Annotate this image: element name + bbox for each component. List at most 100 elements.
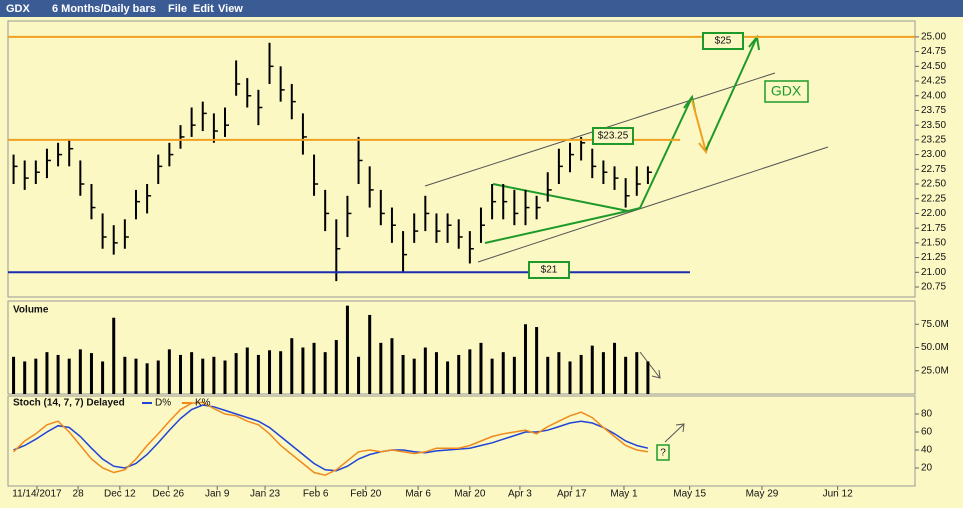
volume-arrow (639, 351, 661, 379)
volume-bar (646, 361, 650, 394)
y-tick-label: 24.50 (921, 61, 946, 72)
y-tick-label: 40 (921, 445, 933, 456)
y-tick-label: 21.00 (921, 267, 946, 278)
volume-bar (457, 354, 461, 394)
x-tick-label: May 15 (673, 489, 706, 500)
menu[interactable]: Edit (193, 3, 214, 15)
x-tick-label: Dec 12 (104, 489, 136, 500)
volume-bar (490, 358, 494, 394)
annotation-box (656, 444, 670, 461)
volume-bar (568, 361, 572, 394)
volume-bar (78, 349, 82, 394)
volume-bar (368, 314, 372, 394)
volume-bar (345, 305, 349, 394)
volume-bar (201, 358, 205, 394)
x-tick-label: 28 (73, 489, 85, 500)
symbol[interactable]: GDX (6, 3, 31, 15)
arrow-head (651, 369, 661, 379)
y-tick-label: 22.00 (921, 208, 946, 219)
annotation: ? (660, 448, 666, 459)
x-tick-label: May 1 (610, 489, 638, 500)
volume-bar (123, 356, 127, 394)
menu[interactable]: File (168, 3, 187, 15)
x-tick-label: Feb 20 (350, 489, 382, 500)
y-tick-label: 20.75 (921, 282, 946, 293)
level-label: $23.25 (598, 131, 629, 142)
y-tick-label: 22.50 (921, 179, 946, 190)
volume-bar (535, 327, 539, 394)
y-tick-label: 20 (921, 463, 933, 474)
volume-bar (301, 347, 305, 394)
volume-bar (23, 361, 27, 394)
level-label-box (528, 261, 570, 279)
volume-bar (312, 342, 316, 394)
volume-bar (446, 361, 450, 394)
annotation: GDX (771, 83, 802, 99)
y-tick-label: 25.00 (921, 32, 946, 43)
y-tick-label: 23.50 (921, 120, 946, 131)
volume-bar (546, 356, 550, 394)
arrow-up (705, 36, 758, 151)
stoch-line (13, 404, 649, 472)
volume-bar (323, 352, 327, 394)
toolbar-bg (0, 0, 963, 17)
volume-bar (357, 356, 361, 394)
volume-bar (557, 352, 561, 394)
y-tick-label: 23.75 (921, 105, 946, 116)
x-tick-label: Dec 26 (152, 489, 184, 500)
toolbar: GDX 6 Months/Daily bars File Edit View (0, 0, 963, 17)
period[interactable]: 6 Months/Daily bars (52, 3, 156, 15)
volume-bar (145, 363, 149, 394)
x-tick-label: Jan 9 (205, 489, 230, 500)
y-tick-label: 21.50 (921, 237, 946, 248)
arrow-head (675, 423, 685, 433)
y-tick-label: 80 (921, 409, 933, 420)
stoch-frame (7, 395, 916, 487)
panel-title: Volume (13, 305, 49, 316)
x-tick-label: 11/14/2017 (12, 489, 62, 500)
volume-bar (434, 352, 438, 394)
y-tick-label: 25.0M (921, 365, 949, 376)
y-tick-label: 23.00 (921, 149, 946, 160)
volume-bar (245, 347, 249, 394)
y-tick-label: 24.00 (921, 90, 946, 101)
y-tick-label: 22.75 (921, 164, 946, 175)
price-frame (7, 20, 916, 298)
level-label-box (702, 32, 744, 50)
arrow-up (627, 96, 693, 212)
x-tick-label: Apr 3 (508, 489, 532, 500)
volume-bar (67, 358, 71, 394)
volume-bar (401, 354, 405, 394)
y-tick-label: 24.75 (921, 46, 946, 57)
volume-bar (290, 338, 294, 394)
y-tick-label: 23.25 (921, 135, 946, 146)
volume-bar (279, 351, 283, 394)
volume-bar (256, 354, 260, 394)
stoch-line (13, 401, 649, 476)
volume-bar (101, 361, 105, 394)
volume-bar (234, 353, 238, 394)
x-tick-label: Mar 6 (405, 489, 431, 500)
y-tick-label: 50.0M (921, 342, 949, 353)
level-label: $21 (541, 265, 558, 276)
y-tick-label: 22.25 (921, 193, 946, 204)
volume-bar (178, 354, 182, 394)
triangle-top (492, 183, 629, 212)
volume-bar (479, 342, 483, 394)
y-tick-label: 75.0M (921, 319, 949, 330)
x-tick-label: May 29 (746, 489, 779, 500)
volume-bar (590, 345, 594, 394)
volume-bar (223, 360, 227, 394)
legend-label: K% (195, 398, 211, 409)
x-tick-label: Jun 12 (823, 489, 853, 500)
volume-bar (423, 347, 427, 394)
panel-frames (7, 20, 916, 487)
volume-bar (379, 342, 383, 394)
x-tick-label: Feb 6 (303, 489, 329, 500)
volume-bar (613, 342, 617, 394)
channel-lower (477, 146, 829, 263)
menu[interactable]: View (218, 3, 243, 15)
volume-bar (156, 360, 160, 394)
triangle-bottom (484, 210, 629, 244)
volume-bar (12, 356, 16, 394)
